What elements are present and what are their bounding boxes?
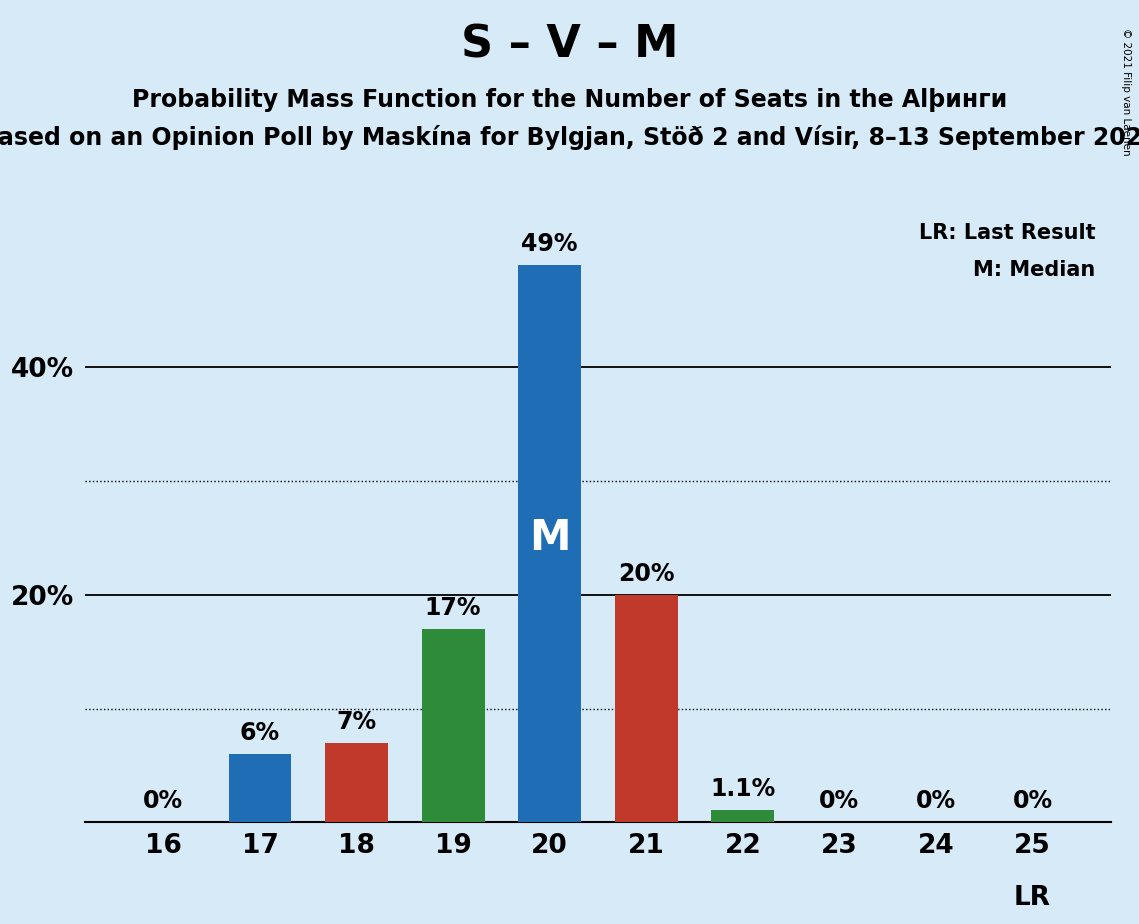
Text: S – V – M: S – V – M [461, 23, 678, 67]
Text: LR: Last Result: LR: Last Result [918, 224, 1096, 243]
Text: 0%: 0% [819, 789, 860, 813]
Bar [518, 265, 581, 822]
Bar [229, 754, 292, 822]
Text: 6%: 6% [240, 721, 280, 745]
Text: 1.1%: 1.1% [711, 777, 776, 801]
Text: 0%: 0% [144, 789, 183, 813]
Text: LR: LR [1014, 885, 1051, 911]
Text: Based on an Opinion Poll by Maskína for Bylgjan, Stöð 2 and Vísir, 8–13 Septembe: Based on an Opinion Poll by Maskína for … [0, 125, 1139, 150]
Text: M: M [528, 517, 571, 559]
Bar [421, 629, 484, 822]
Text: Probability Mass Function for the Number of Seats in the Alþинги: Probability Mass Function for the Number… [132, 88, 1007, 112]
Text: M: Median: M: Median [973, 261, 1096, 280]
Text: 49%: 49% [522, 232, 577, 256]
Text: 17%: 17% [425, 596, 482, 620]
Bar [615, 595, 678, 822]
Text: © 2021 Filip van Laenen: © 2021 Filip van Laenen [1121, 28, 1131, 155]
Text: 0%: 0% [916, 789, 956, 813]
Bar [712, 809, 775, 822]
Text: 20%: 20% [618, 562, 674, 586]
Text: 7%: 7% [336, 710, 377, 734]
Text: 0%: 0% [1013, 789, 1052, 813]
Bar [325, 743, 388, 822]
